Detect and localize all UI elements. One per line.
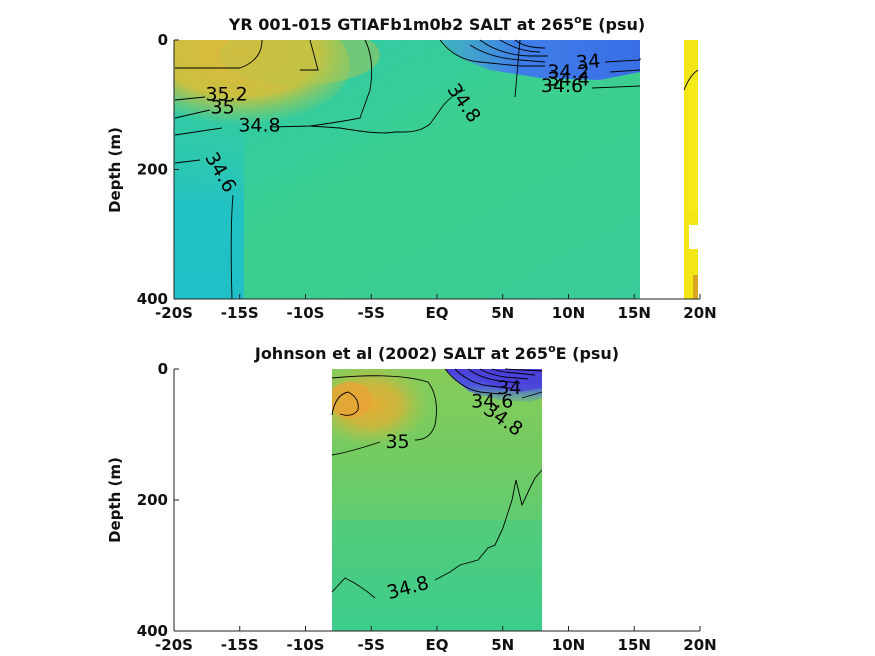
bottom-ylabel: Depth (m) <box>106 457 124 543</box>
bottom-x-tick-label: -10S <box>287 636 325 654</box>
bottom-y-tick-label: 0 <box>158 360 168 378</box>
top-contour-label: 34.8 <box>238 115 280 137</box>
bottom-x-tick-label: -20S <box>155 636 193 654</box>
top-x-tick-label: 5N <box>491 304 514 322</box>
bottom-x-tick-label: -5S <box>358 636 385 654</box>
top-x-tick-label: -15S <box>221 304 259 322</box>
top-x-tick-label: -10S <box>287 304 325 322</box>
bottom-contour-label: 35 <box>385 431 409 453</box>
top-contour-label: 34.4 <box>547 69 589 91</box>
bottom-x-tick-label: 20N <box>683 636 716 654</box>
bottom-x-tick-label: EQ <box>426 636 449 654</box>
top-y-tick-label: 200 <box>137 161 168 179</box>
bottom-contour-label: 34 <box>497 377 521 399</box>
top-y-tick-label: 0 <box>158 31 168 49</box>
top-axes: -20S -15S -10S -5S EQ 5N 10N 15N 20N 0 200 400 <box>137 31 717 322</box>
top-y-tick-label: 400 <box>137 290 168 308</box>
bottom-x-tick-label: 5N <box>491 636 514 654</box>
bottom-x-tick-label: -15S <box>221 636 259 654</box>
bottom-title: Johnson et al (2002) SALT at 265oE (psu) <box>254 342 619 363</box>
bottom-contours <box>331 368 543 599</box>
top-contour-label: 34.2 <box>547 61 589 83</box>
top-title: YR 001-015 GTIAFb1m0b2 SALT at 265oE (ps… <box>228 13 645 34</box>
bottom-field <box>332 369 542 631</box>
top-x-tick-label: 10N <box>552 304 585 322</box>
bottom-axes: -20S -15S -10S -5S EQ 5N 10N 15N 20N 0 200 400 <box>137 360 717 654</box>
top-contour-label: 34.6 <box>541 75 583 97</box>
top-x-tick-label: 15N <box>618 304 651 322</box>
bottom-contour-label: 34.6 <box>471 390 513 412</box>
bottom-y-tick-label: 400 <box>137 622 168 640</box>
top-contour-label: 35 <box>211 96 235 118</box>
bottom-y-tick-label: 200 <box>137 491 168 509</box>
bottom-x-tick-label: 10N <box>552 636 585 654</box>
top-x-tick-label: EQ <box>426 304 449 322</box>
top-x-tick-label: 20N <box>683 304 716 322</box>
top-contour-label: 34 <box>575 50 601 74</box>
top-x-tick-label: -5S <box>358 304 385 322</box>
top-contour-label: 35.2 <box>205 84 247 106</box>
top-field <box>174 40 640 299</box>
top-contours <box>174 39 699 300</box>
bottom-x-tick-label: 15N <box>618 636 651 654</box>
top-ylabel: Depth (m) <box>106 127 124 213</box>
top-x-tick-label: -20S <box>155 304 193 322</box>
